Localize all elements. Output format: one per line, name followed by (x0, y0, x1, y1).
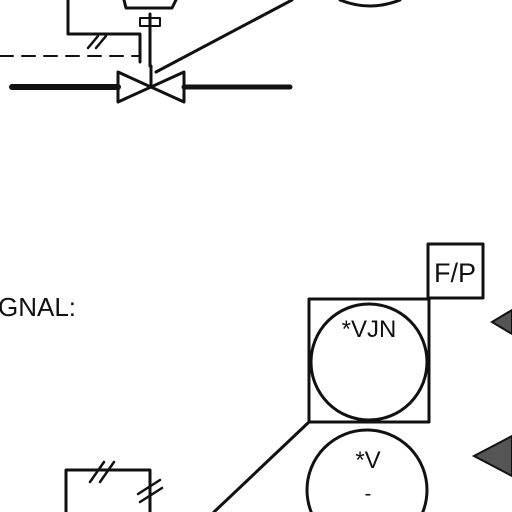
lower-hash-marks-side (136, 478, 164, 504)
actuator-pipe (66, 0, 142, 64)
instrument-bottom-sublabel: - (365, 483, 372, 505)
valve-body (116, 70, 186, 104)
actuator-assembly (0, 0, 402, 74)
transducer-box-label: F/P (434, 258, 476, 288)
instrument-circle-lower (305, 428, 429, 512)
transducer-box (426, 242, 485, 300)
pneumatic-signal-hash (86, 34, 108, 50)
leader-line-bottom (212, 420, 311, 512)
instrument-bottom-label: *V (355, 447, 380, 474)
lower-signal-box (64, 468, 152, 512)
leader-line-top (154, 0, 294, 74)
actuator-yoke (139, 17, 161, 27)
signal-label: GNAL: (0, 292, 76, 322)
partial-bubble-top (338, 0, 402, 8)
right-arrow-upper (490, 308, 512, 336)
instrument-square (307, 297, 431, 424)
lower-hash-marks-top (88, 460, 116, 484)
right-arrow-lower (471, 434, 512, 478)
control-valve (9, 64, 293, 104)
actuator-head (122, 0, 178, 10)
instrument-top-label: *VJN (342, 316, 397, 343)
instrument-circle (309, 302, 429, 422)
